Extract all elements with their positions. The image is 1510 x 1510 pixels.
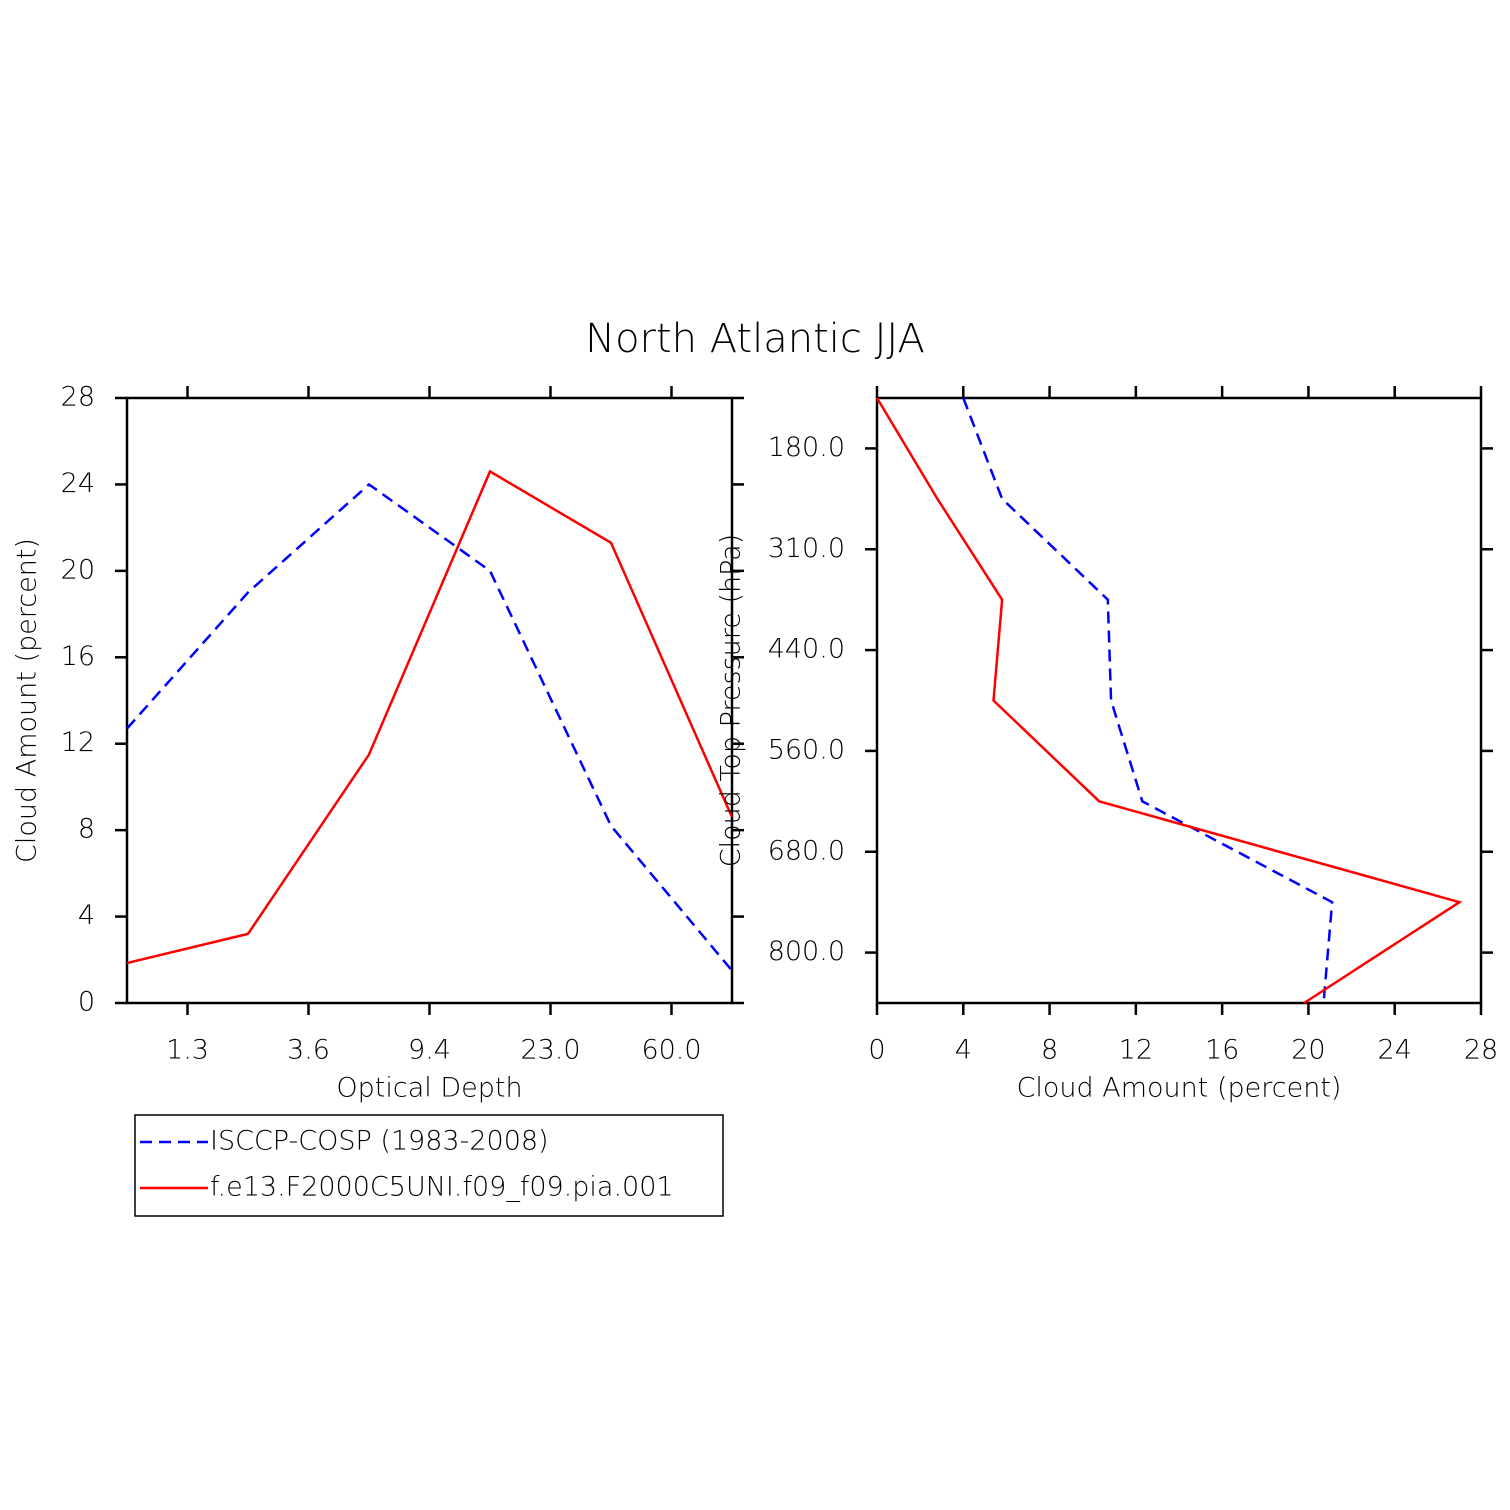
- x-axis-label: Optical Depth: [336, 1073, 522, 1104]
- y-tick-label: 8: [78, 814, 95, 845]
- series-line: [875, 397, 1463, 1005]
- x-tick-label: 4: [955, 1035, 972, 1066]
- y-tick-label: 310.0: [768, 533, 845, 564]
- x-tick-label: 1.3: [166, 1035, 209, 1066]
- x-axis-label: Cloud Amount (percent): [1017, 1073, 1342, 1104]
- x-tick-label: 28: [1464, 1035, 1498, 1066]
- y-tick-label: 440.0: [768, 634, 845, 665]
- x-tick-label: 60.0: [641, 1035, 701, 1066]
- x-tick-label: 23.0: [520, 1035, 580, 1066]
- x-tick-label: 16: [1205, 1035, 1239, 1066]
- y-tick-label: 680.0: [768, 835, 845, 866]
- y-tick-label: 12: [61, 727, 95, 758]
- series-line: [126, 469, 734, 965]
- plot-frame: [875, 396, 1483, 1005]
- y-axis-label: Cloud Top Pressure (hPa): [716, 534, 747, 868]
- y-tick-label: 24: [61, 468, 95, 499]
- x-tick-label: 8: [1041, 1035, 1058, 1066]
- x-tick-label: 0: [868, 1035, 885, 1066]
- x-tick-label: 20: [1291, 1035, 1325, 1066]
- series-line: [126, 482, 733, 972]
- y-tick-label: 180.0: [768, 432, 845, 463]
- series-line: [962, 397, 1334, 1004]
- y-tick-label: 800.0: [768, 936, 845, 967]
- figure-title: North Atlantic JJA: [585, 316, 925, 362]
- y-tick-label: 20: [61, 554, 95, 585]
- legend-label: f.e13.F2000C5UNI.f09_f09.pia.001: [210, 1172, 674, 1203]
- x-tick-label: 12: [1119, 1035, 1153, 1066]
- y-tick-label: 0: [78, 987, 95, 1018]
- y-tick-label: 16: [61, 641, 95, 672]
- x-tick-label: 3.6: [287, 1035, 330, 1066]
- plot-frame: [125, 396, 734, 1005]
- y-tick-label: 4: [78, 900, 95, 931]
- x-tick-label: 24: [1378, 1035, 1412, 1066]
- y-tick-label: 560.0: [768, 734, 845, 765]
- legend-label: ISCCP-COSP (1983-2008): [210, 1126, 549, 1157]
- y-tick-label: 28: [61, 382, 95, 413]
- x-tick-label: 9.4: [408, 1035, 451, 1066]
- legend-box: [134, 1114, 724, 1217]
- y-axis-label: Cloud Amount (percent): [12, 538, 43, 863]
